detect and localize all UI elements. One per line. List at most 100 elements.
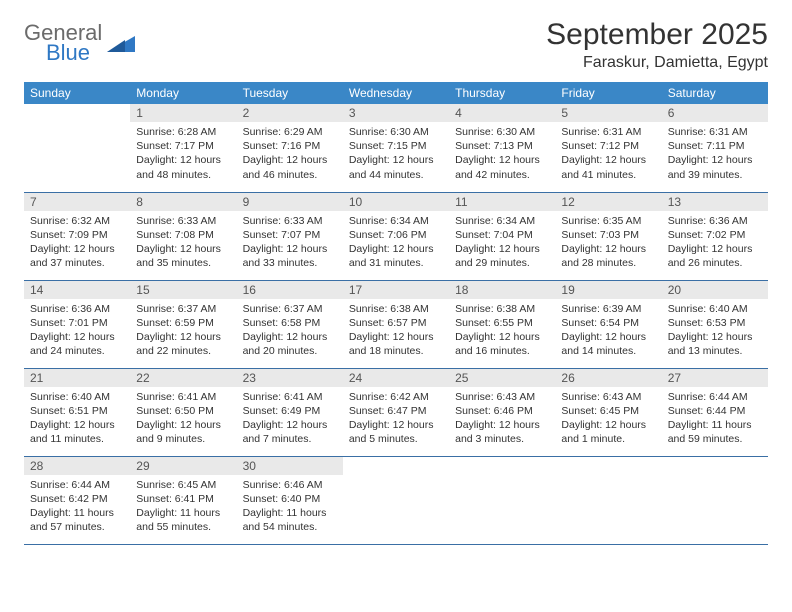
sunrise-text: Sunrise: 6:41 AM [243, 390, 337, 404]
weekday-header: Tuesday [237, 82, 343, 104]
calendar-day-cell: 15Sunrise: 6:37 AMSunset: 6:59 PMDayligh… [130, 280, 236, 368]
sunset-text: Sunset: 7:01 PM [30, 316, 124, 330]
day-body: Sunrise: 6:40 AMSunset: 6:53 PMDaylight:… [662, 299, 768, 364]
calendar-day-cell: 13Sunrise: 6:36 AMSunset: 7:02 PMDayligh… [662, 192, 768, 280]
daylight-line2: and 41 minutes. [561, 168, 655, 182]
calendar-empty-cell [343, 456, 449, 544]
calendar-day-cell: 29Sunrise: 6:45 AMSunset: 6:41 PMDayligh… [130, 456, 236, 544]
day-number: 16 [237, 281, 343, 299]
daylight-line1: Daylight: 11 hours [243, 506, 337, 520]
calendar-day-cell: 27Sunrise: 6:44 AMSunset: 6:44 PMDayligh… [662, 368, 768, 456]
day-body: Sunrise: 6:41 AMSunset: 6:49 PMDaylight:… [237, 387, 343, 452]
sunset-text: Sunset: 6:46 PM [455, 404, 549, 418]
day-body: Sunrise: 6:40 AMSunset: 6:51 PMDaylight:… [24, 387, 130, 452]
daylight-line1: Daylight: 12 hours [30, 242, 124, 256]
calendar-day-cell: 6Sunrise: 6:31 AMSunset: 7:11 PMDaylight… [662, 104, 768, 192]
day-number: 24 [343, 369, 449, 387]
calendar-week-row: 1Sunrise: 6:28 AMSunset: 7:17 PMDaylight… [24, 104, 768, 192]
daylight-line1: Daylight: 12 hours [243, 330, 337, 344]
calendar-day-cell: 7Sunrise: 6:32 AMSunset: 7:09 PMDaylight… [24, 192, 130, 280]
daylight-line2: and 46 minutes. [243, 168, 337, 182]
day-body: Sunrise: 6:33 AMSunset: 7:08 PMDaylight:… [130, 211, 236, 276]
daylight-line2: and 54 minutes. [243, 520, 337, 534]
daylight-line2: and 37 minutes. [30, 256, 124, 270]
daylight-line1: Daylight: 12 hours [136, 153, 230, 167]
day-body: Sunrise: 6:33 AMSunset: 7:07 PMDaylight:… [237, 211, 343, 276]
daylight-line1: Daylight: 12 hours [455, 418, 549, 432]
sunrise-text: Sunrise: 6:32 AM [30, 214, 124, 228]
day-body: Sunrise: 6:37 AMSunset: 6:59 PMDaylight:… [130, 299, 236, 364]
weekday-header: Saturday [662, 82, 768, 104]
sunrise-text: Sunrise: 6:44 AM [30, 478, 124, 492]
day-body: Sunrise: 6:34 AMSunset: 7:04 PMDaylight:… [449, 211, 555, 276]
calendar-day-cell: 24Sunrise: 6:42 AMSunset: 6:47 PMDayligh… [343, 368, 449, 456]
day-body: Sunrise: 6:38 AMSunset: 6:55 PMDaylight:… [449, 299, 555, 364]
daylight-line2: and 39 minutes. [668, 168, 762, 182]
daylight-line1: Daylight: 12 hours [561, 418, 655, 432]
sunset-text: Sunset: 7:15 PM [349, 139, 443, 153]
calendar-day-cell: 14Sunrise: 6:36 AMSunset: 7:01 PMDayligh… [24, 280, 130, 368]
daylight-line1: Daylight: 12 hours [561, 242, 655, 256]
sunrise-text: Sunrise: 6:33 AM [243, 214, 337, 228]
weekday-header: Monday [130, 82, 236, 104]
daylight-line2: and 3 minutes. [455, 432, 549, 446]
sunset-text: Sunset: 6:44 PM [668, 404, 762, 418]
day-body: Sunrise: 6:31 AMSunset: 7:11 PMDaylight:… [662, 122, 768, 187]
sunset-text: Sunset: 7:03 PM [561, 228, 655, 242]
sunrise-text: Sunrise: 6:40 AM [30, 390, 124, 404]
daylight-line1: Daylight: 11 hours [136, 506, 230, 520]
sunset-text: Sunset: 7:08 PM [136, 228, 230, 242]
day-number: 26 [555, 369, 661, 387]
day-body: Sunrise: 6:45 AMSunset: 6:41 PMDaylight:… [130, 475, 236, 540]
daylight-line2: and 24 minutes. [30, 344, 124, 358]
day-number: 11 [449, 193, 555, 211]
daylight-line2: and 44 minutes. [349, 168, 443, 182]
daylight-line2: and 31 minutes. [349, 256, 443, 270]
month-title: September 2025 [546, 18, 768, 52]
day-number: 22 [130, 369, 236, 387]
day-number: 30 [237, 457, 343, 475]
daylight-line2: and 42 minutes. [455, 168, 549, 182]
day-number: 12 [555, 193, 661, 211]
sunrise-text: Sunrise: 6:31 AM [668, 125, 762, 139]
sunrise-text: Sunrise: 6:38 AM [455, 302, 549, 316]
daylight-line1: Daylight: 12 hours [668, 153, 762, 167]
logo-text: General Blue [24, 22, 102, 64]
day-number: 9 [237, 193, 343, 211]
calendar-day-cell: 2Sunrise: 6:29 AMSunset: 7:16 PMDaylight… [237, 104, 343, 192]
day-number: 8 [130, 193, 236, 211]
sunrise-text: Sunrise: 6:38 AM [349, 302, 443, 316]
daylight-line2: and 48 minutes. [136, 168, 230, 182]
sunset-text: Sunset: 7:13 PM [455, 139, 549, 153]
calendar-day-cell: 12Sunrise: 6:35 AMSunset: 7:03 PMDayligh… [555, 192, 661, 280]
sunset-text: Sunset: 6:50 PM [136, 404, 230, 418]
sunset-text: Sunset: 7:12 PM [561, 139, 655, 153]
day-number: 10 [343, 193, 449, 211]
daylight-line2: and 22 minutes. [136, 344, 230, 358]
day-body: Sunrise: 6:36 AMSunset: 7:01 PMDaylight:… [24, 299, 130, 364]
daylight-line2: and 13 minutes. [668, 344, 762, 358]
daylight-line2: and 11 minutes. [30, 432, 124, 446]
calendar-day-cell: 4Sunrise: 6:30 AMSunset: 7:13 PMDaylight… [449, 104, 555, 192]
calendar-day-cell: 3Sunrise: 6:30 AMSunset: 7:15 PMDaylight… [343, 104, 449, 192]
day-number: 3 [343, 104, 449, 122]
daylight-line2: and 7 minutes. [243, 432, 337, 446]
day-number: 19 [555, 281, 661, 299]
day-body: Sunrise: 6:46 AMSunset: 6:40 PMDaylight:… [237, 475, 343, 540]
calendar-day-cell: 25Sunrise: 6:43 AMSunset: 6:46 PMDayligh… [449, 368, 555, 456]
day-body: Sunrise: 6:44 AMSunset: 6:44 PMDaylight:… [662, 387, 768, 452]
day-body: Sunrise: 6:39 AMSunset: 6:54 PMDaylight:… [555, 299, 661, 364]
sunset-text: Sunset: 7:02 PM [668, 228, 762, 242]
calendar-table: SundayMondayTuesdayWednesdayThursdayFrid… [24, 82, 768, 545]
calendar-week-row: 21Sunrise: 6:40 AMSunset: 6:51 PMDayligh… [24, 368, 768, 456]
calendar-empty-cell [662, 456, 768, 544]
daylight-line2: and 20 minutes. [243, 344, 337, 358]
calendar-day-cell: 8Sunrise: 6:33 AMSunset: 7:08 PMDaylight… [130, 192, 236, 280]
sunset-text: Sunset: 7:07 PM [243, 228, 337, 242]
sunrise-text: Sunrise: 6:36 AM [30, 302, 124, 316]
weekday-header-row: SundayMondayTuesdayWednesdayThursdayFrid… [24, 82, 768, 104]
sunrise-text: Sunrise: 6:29 AM [243, 125, 337, 139]
calendar-day-cell: 26Sunrise: 6:43 AMSunset: 6:45 PMDayligh… [555, 368, 661, 456]
calendar-day-cell: 20Sunrise: 6:40 AMSunset: 6:53 PMDayligh… [662, 280, 768, 368]
day-body: Sunrise: 6:28 AMSunset: 7:17 PMDaylight:… [130, 122, 236, 187]
